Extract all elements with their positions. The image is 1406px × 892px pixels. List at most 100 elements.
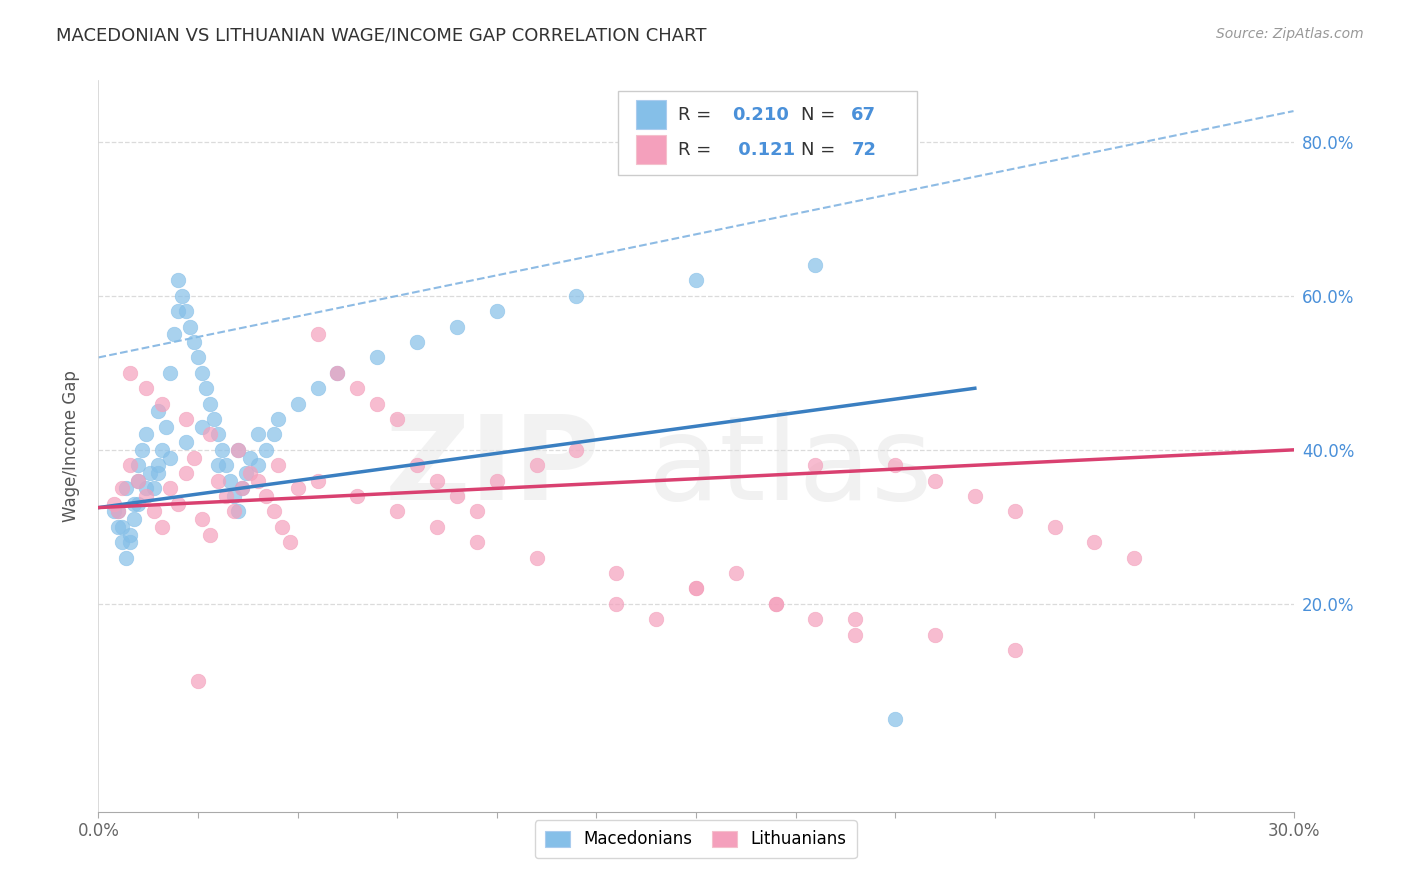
Point (139, 466, 162, 480)
Point (131, 442, 153, 457)
Point (172, 289, 194, 303)
Point (1043, 520, 1066, 534)
Point (120, 535, 142, 549)
Point (191, 366, 214, 380)
Point (685, 582, 707, 596)
Point (765, 597, 787, 611)
Point (804, 258, 827, 272)
Point (150, 442, 173, 457)
Point (127, 458, 149, 473)
Point (159, 366, 181, 380)
Point (111, 535, 134, 549)
Point (120, 366, 142, 380)
Point (115, 550, 138, 565)
Point (685, 273, 707, 287)
Point (307, 474, 329, 488)
Point (159, 481, 181, 495)
Point (148, 466, 170, 480)
Point (526, 550, 548, 565)
Point (111, 481, 134, 495)
Point (346, 489, 368, 503)
Point (366, 397, 388, 411)
Point (115, 481, 138, 495)
FancyBboxPatch shape (619, 91, 917, 176)
Point (446, 489, 468, 503)
Point (685, 582, 707, 596)
Point (267, 458, 290, 473)
Point (844, 627, 866, 641)
Point (159, 450, 181, 465)
Point (191, 512, 214, 526)
Point (226, 442, 249, 457)
Point (385, 412, 409, 426)
Text: 0.210: 0.210 (733, 105, 789, 124)
Point (239, 450, 262, 465)
Point (263, 504, 285, 518)
Text: 67: 67 (852, 105, 876, 124)
Text: 72: 72 (852, 141, 876, 159)
Point (174, 304, 197, 318)
Text: atlas: atlas (648, 410, 934, 525)
FancyBboxPatch shape (637, 135, 666, 164)
Point (366, 351, 388, 365)
Point (174, 435, 197, 450)
Point (1004, 643, 1026, 657)
Point (167, 273, 190, 287)
Point (215, 489, 238, 503)
Point (605, 597, 627, 611)
Text: Source: ZipAtlas.com: Source: ZipAtlas.com (1216, 27, 1364, 41)
Point (198, 527, 221, 541)
Point (465, 504, 488, 518)
Text: 0.121: 0.121 (733, 141, 794, 159)
Point (219, 474, 242, 488)
Point (143, 504, 166, 518)
Text: N =: N = (801, 105, 841, 124)
Point (195, 381, 218, 395)
Point (231, 481, 253, 495)
Point (307, 381, 329, 395)
Point (124, 512, 146, 526)
Point (645, 612, 668, 626)
Text: R =: R = (678, 141, 717, 159)
Point (287, 481, 309, 495)
Point (1004, 504, 1026, 518)
Point (765, 597, 787, 611)
Point (150, 520, 173, 534)
Point (198, 397, 221, 411)
Point (246, 458, 269, 473)
Point (326, 366, 349, 380)
Point (565, 289, 588, 303)
Point (326, 366, 349, 380)
Point (107, 504, 129, 518)
Point (963, 489, 986, 503)
Point (163, 327, 186, 342)
Point (270, 520, 292, 534)
Point (202, 412, 225, 426)
Point (150, 397, 173, 411)
Point (1083, 535, 1105, 549)
Text: R =: R = (678, 105, 717, 124)
Text: N =: N = (801, 141, 841, 159)
Point (385, 504, 409, 518)
Y-axis label: Wage/Income Gap: Wage/Income Gap (62, 370, 80, 522)
Point (183, 450, 205, 465)
Point (426, 474, 449, 488)
Point (844, 612, 866, 626)
Point (179, 319, 201, 334)
Point (267, 412, 290, 426)
Point (107, 520, 129, 534)
Point (226, 504, 249, 518)
Point (724, 566, 747, 580)
Point (307, 327, 329, 342)
Point (222, 489, 245, 503)
Point (135, 381, 157, 395)
Point (148, 404, 170, 418)
Legend: Macedonians, Lithuanians: Macedonians, Lithuanians (536, 821, 856, 858)
Point (254, 489, 277, 503)
Point (207, 427, 229, 442)
Point (120, 458, 142, 473)
Point (1123, 550, 1146, 565)
Point (226, 442, 249, 457)
Point (111, 520, 134, 534)
Point (254, 442, 277, 457)
